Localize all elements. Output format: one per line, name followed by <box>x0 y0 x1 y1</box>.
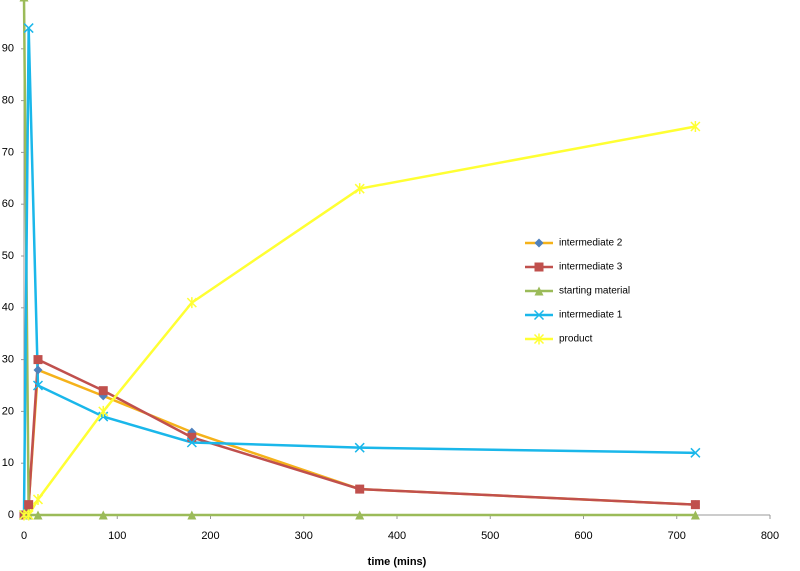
data-point <box>354 183 365 195</box>
x-tick-label: 800 <box>761 530 779 542</box>
y-tick-label: 20 <box>2 405 14 417</box>
legend-label: starting material <box>559 286 630 297</box>
data-point <box>355 510 365 520</box>
y-tick-label: 10 <box>2 457 14 469</box>
legend-label: intermediate 3 <box>559 262 623 273</box>
y-tick-label: 70 <box>2 146 14 158</box>
y-tick-label: 30 <box>2 354 14 366</box>
data-point <box>187 510 197 520</box>
x-tick-label: 100 <box>108 530 126 542</box>
data-point <box>23 509 34 521</box>
data-point <box>98 386 108 396</box>
y-tick-label: 0 <box>8 509 14 521</box>
data-point <box>33 365 43 375</box>
legend-marker <box>534 262 544 272</box>
data-point <box>186 297 197 309</box>
data-point <box>33 510 43 520</box>
data-point <box>354 442 365 453</box>
legend-label: intermediate 1 <box>559 310 623 321</box>
data-point <box>98 405 109 417</box>
data-point <box>32 380 44 391</box>
x-tick-label: 700 <box>668 530 686 542</box>
y-tick-label: 50 <box>2 250 14 262</box>
x-axis-title: time (mins) <box>368 556 427 568</box>
legend-marker <box>533 309 545 321</box>
legend-marker <box>534 238 544 248</box>
legend-marker <box>534 286 544 296</box>
x-tick-label: 400 <box>388 530 406 542</box>
data-point <box>187 432 197 442</box>
data-point <box>19 0 29 2</box>
data-point <box>24 500 34 510</box>
legend-label: product <box>559 334 593 345</box>
y-tick-label: 100 <box>0 0 14 3</box>
data-point <box>33 355 43 365</box>
data-point <box>690 500 700 510</box>
data-point <box>32 493 44 505</box>
data-point <box>690 447 701 458</box>
legend-marker <box>533 333 545 345</box>
x-tick-label: 200 <box>201 530 219 542</box>
data-point <box>690 510 700 520</box>
y-tick-label: 90 <box>2 43 14 55</box>
y-tick-label: 60 <box>2 198 14 210</box>
x-tick-label: 0 <box>21 530 27 542</box>
legend-label: intermediate 2 <box>559 238 623 249</box>
data-point <box>23 23 34 34</box>
y-tick-label: 40 <box>2 302 14 314</box>
data-point <box>355 484 365 494</box>
data-point <box>690 121 701 132</box>
data-point <box>186 437 197 448</box>
x-tick-label: 600 <box>574 530 592 542</box>
y-tick-label: 80 <box>2 95 14 107</box>
x-tick-label: 300 <box>295 530 313 542</box>
data-point <box>98 510 108 520</box>
x-tick-label: 500 <box>481 530 499 542</box>
